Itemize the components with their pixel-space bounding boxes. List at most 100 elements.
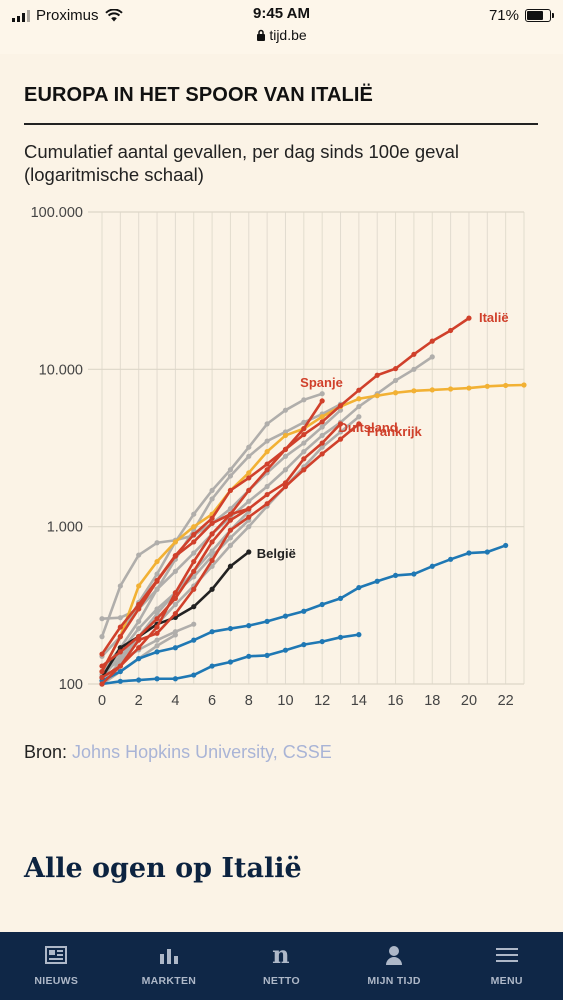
data-point	[319, 444, 325, 450]
data-point	[429, 563, 435, 569]
data-point	[356, 584, 362, 591]
data-point	[392, 572, 399, 579]
data-point	[264, 618, 270, 624]
series-line	[100, 622, 196, 673]
data-point	[301, 397, 307, 403]
data-point	[154, 540, 160, 546]
nav-item-mijn-tijd[interactable]: MIJN TIJD	[338, 932, 451, 1000]
series-line	[100, 408, 342, 638]
data-point	[172, 553, 178, 559]
article-title[interactable]: Alle ogen op Italië	[24, 853, 302, 884]
x-tick-label: 10	[277, 693, 293, 709]
data-point	[209, 487, 215, 494]
nav-item-netto[interactable]: n NETTO	[225, 932, 338, 1000]
data-point	[117, 583, 123, 589]
data-point	[191, 532, 197, 538]
data-point	[136, 625, 142, 632]
data-point	[191, 558, 197, 565]
data-point	[227, 487, 234, 494]
data-point	[154, 571, 160, 577]
source-link[interactable]: Johns Hopkins University, CSSE	[72, 742, 332, 762]
data-point	[154, 649, 160, 655]
data-point	[246, 524, 252, 530]
series-label: België	[257, 546, 296, 561]
data-point	[374, 393, 380, 399]
x-tick-label: 20	[461, 693, 477, 709]
address-bar[interactable]: tijd.be	[0, 27, 563, 43]
data-point	[521, 382, 527, 388]
data-point	[172, 539, 178, 545]
data-point	[466, 315, 472, 321]
nav-item-nieuws[interactable]: NIEUWS	[0, 932, 113, 1000]
data-point	[301, 426, 307, 432]
data-point	[191, 621, 197, 627]
data-point	[484, 383, 490, 389]
data-point	[319, 432, 325, 439]
data-point	[209, 629, 215, 635]
nav-item-menu[interactable]: MENU	[450, 932, 563, 1000]
series-line	[100, 402, 342, 673]
data-point	[448, 386, 454, 392]
data-point	[301, 608, 307, 614]
data-point	[264, 448, 270, 455]
data-point	[172, 595, 178, 601]
data-point	[117, 668, 123, 675]
data-point	[117, 645, 123, 651]
data-point	[356, 632, 362, 638]
data-point	[246, 514, 252, 520]
clock: 9:45 AM	[253, 5, 310, 22]
data-point	[411, 351, 417, 357]
data-point	[136, 656, 142, 662]
data-point	[227, 467, 234, 473]
x-tick-label: 0	[98, 693, 106, 709]
data-point	[209, 563, 215, 569]
data-point	[374, 578, 380, 584]
data-point	[319, 440, 325, 446]
data-point	[117, 634, 123, 640]
signal-icon	[12, 9, 30, 22]
data-point	[154, 606, 160, 612]
data-point	[246, 653, 252, 659]
line-chart: 100 1.000 10.000 100.000 0 2 4 6 8 10 12 14 16 18 20 2…	[31, 205, 527, 709]
data-point	[337, 407, 344, 413]
y-tick-label: 10.000	[39, 362, 83, 378]
data-point	[264, 421, 270, 427]
status-bar: Proximus 9:45 AM tijd.be 71%	[0, 0, 563, 54]
data-point	[154, 578, 160, 584]
series-label: Italië	[479, 310, 509, 325]
data-point	[301, 467, 307, 473]
data-point	[191, 568, 197, 574]
data-point	[172, 590, 178, 596]
data-point	[154, 624, 160, 630]
data-point	[209, 663, 215, 669]
data-point	[191, 586, 197, 592]
data-point	[154, 611, 160, 617]
nav-label: MARKTEN	[141, 975, 197, 987]
y-tick-label: 1.000	[47, 520, 83, 536]
data-point	[191, 511, 197, 517]
data-point	[319, 414, 325, 420]
nav-label: MIJN TIJD	[367, 975, 421, 987]
data-point	[282, 453, 289, 459]
data-point	[136, 637, 142, 643]
data-point	[227, 625, 234, 632]
data-point	[264, 652, 270, 658]
data-point	[319, 391, 325, 397]
data-point	[136, 645, 142, 651]
data-point	[356, 421, 362, 427]
data-point	[264, 483, 270, 490]
data-point	[319, 451, 325, 457]
chart-series	[99, 315, 527, 687]
x-tick-label: 6	[208, 693, 216, 709]
x-tick-label: 18	[424, 693, 440, 709]
data-point	[356, 403, 362, 410]
nav-item-markten[interactable]: MARKTEN	[113, 932, 226, 1000]
data-point	[209, 531, 215, 537]
data-point	[392, 377, 399, 384]
data-point	[209, 520, 215, 526]
data-point	[117, 678, 123, 684]
data-point	[227, 659, 234, 665]
data-point	[246, 444, 252, 450]
data-point	[448, 327, 454, 334]
data-point	[301, 440, 307, 446]
